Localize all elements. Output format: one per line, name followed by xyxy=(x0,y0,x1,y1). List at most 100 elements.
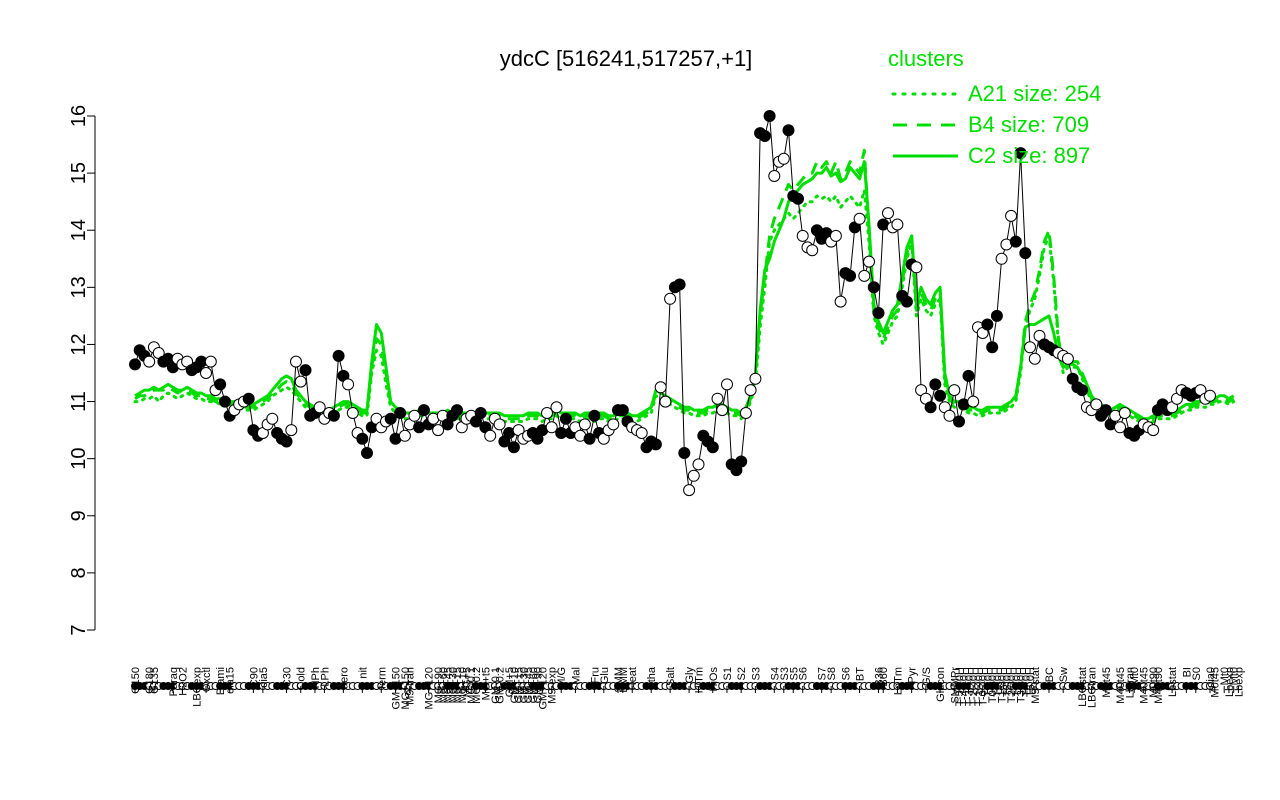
x-tick-label: B36 xyxy=(874,667,886,687)
data-point xyxy=(545,421,558,434)
x-tick-label: LPh xyxy=(319,667,331,687)
x-tick-label: ferm xyxy=(376,667,388,689)
x-tick-label: Sw xyxy=(1058,667,1070,682)
data-point xyxy=(649,438,662,451)
data-point xyxy=(242,392,255,405)
x-tick-label: T0.0H xyxy=(982,667,994,697)
x-tick-label: GM+120 xyxy=(537,667,549,710)
legend-label-c2: C2 size: 897 xyxy=(968,143,1090,168)
data-point xyxy=(744,384,757,397)
x-tick-label: Mt0 xyxy=(1129,667,1141,685)
data-point xyxy=(934,389,947,402)
data-point xyxy=(280,435,293,448)
data-point xyxy=(673,278,686,291)
x-tick-label: Lbstat xyxy=(1167,667,1179,697)
data-point xyxy=(1099,404,1112,417)
data-point xyxy=(1028,352,1041,365)
y-tick-label: 9 xyxy=(68,510,90,521)
x-tick-label: BI xyxy=(1181,667,1193,677)
data-point xyxy=(1024,341,1036,354)
data-point xyxy=(858,269,871,282)
x-tick-label: MG+45 xyxy=(443,667,455,703)
x-tick-label: MG+60 xyxy=(438,667,450,703)
data-point xyxy=(678,447,691,459)
y-tick-label: 10 xyxy=(68,448,90,470)
x-tick-label: T-1.40H xyxy=(973,667,985,706)
data-point xyxy=(394,407,407,419)
data-point xyxy=(346,407,359,419)
x-tick-label: Diami xyxy=(215,667,227,695)
x-tick-label: T3.0H xyxy=(1011,667,1023,697)
data-point xyxy=(588,409,601,422)
data-point xyxy=(493,418,506,431)
x-tick-label: T1.0H xyxy=(992,667,1004,697)
x-tick-label: T2.30H xyxy=(1006,667,1018,703)
data-point xyxy=(962,369,975,382)
data-point xyxy=(900,295,913,308)
x-tick-label: M9-tran xyxy=(405,667,417,705)
data-point xyxy=(417,404,430,417)
y-tick-label: 16 xyxy=(68,105,90,127)
data-point xyxy=(683,484,696,497)
data-point xyxy=(872,307,885,319)
data-point xyxy=(749,372,762,385)
data-point xyxy=(129,358,141,371)
x-tick-label: M9-exp xyxy=(547,667,559,704)
data-point xyxy=(943,409,956,422)
data-point xyxy=(863,255,875,268)
data-point xyxy=(716,404,729,417)
data-point xyxy=(1005,209,1018,222)
x-tick-label: GM+30 xyxy=(518,667,530,703)
x-tick-label: MG+150 xyxy=(400,667,412,710)
data-point xyxy=(929,378,942,391)
x-tick-label: MG+t5 xyxy=(480,667,492,700)
data-point xyxy=(953,415,965,428)
legend-label-b4: B4 size: 709 xyxy=(968,112,1089,137)
data-point xyxy=(659,395,672,408)
x-tick-label: GM+10 xyxy=(509,667,521,703)
x-tick-label: GM+45 xyxy=(523,667,535,703)
x-tick-label: GM+15 xyxy=(514,667,526,703)
x-tick-label: Glu xyxy=(599,667,611,684)
x-tick-label: HiOs xyxy=(708,667,720,692)
data-point xyxy=(758,130,771,142)
data-point xyxy=(635,427,648,439)
x-tick-label: C30 xyxy=(282,667,294,687)
x-tick-label: M/G xyxy=(556,667,568,688)
data-point xyxy=(990,309,1003,322)
chart-title: ydcC [516241,517257,+1] xyxy=(500,46,753,71)
x-tick-label: GM+90 xyxy=(533,667,545,703)
data-point xyxy=(1009,235,1022,248)
x-tick-label: BC xyxy=(1044,667,1056,682)
data-point xyxy=(1118,407,1131,419)
x-tick-label: Paraq xyxy=(168,667,180,696)
x-tick-label: M0t45 xyxy=(1101,667,1113,698)
data-point xyxy=(1014,147,1027,160)
data-point xyxy=(398,429,411,442)
data-point xyxy=(924,401,937,414)
x-tick-label: S6 xyxy=(798,667,810,680)
data-point xyxy=(332,349,345,362)
data-point xyxy=(294,375,307,388)
data-point xyxy=(986,341,999,354)
data-point xyxy=(867,281,880,294)
data-point xyxy=(313,401,326,414)
data-point xyxy=(706,441,719,454)
x-tick-label: aero xyxy=(338,667,350,689)
data-point xyxy=(768,170,781,182)
y-tick-label: 8 xyxy=(68,567,90,578)
x-tick-label: Fru xyxy=(589,667,601,684)
cluster-line-a21 xyxy=(133,188,1236,426)
x-tick-label: MG+15 xyxy=(452,667,464,703)
x-tick-label: G180 xyxy=(144,667,156,694)
x-tick-label: Mal xyxy=(570,667,582,685)
data-point xyxy=(384,412,397,425)
x-tick-label: S0 xyxy=(1191,667,1203,680)
x-tick-label: T-5.40H xyxy=(954,667,966,706)
x-tick-label: HPh xyxy=(310,667,322,688)
data-point xyxy=(664,292,677,305)
data-point xyxy=(739,407,752,419)
x-tick-label: Lbexp xyxy=(1233,667,1245,697)
data-point xyxy=(792,192,804,205)
x-tick-label: LBGexp xyxy=(192,667,204,707)
